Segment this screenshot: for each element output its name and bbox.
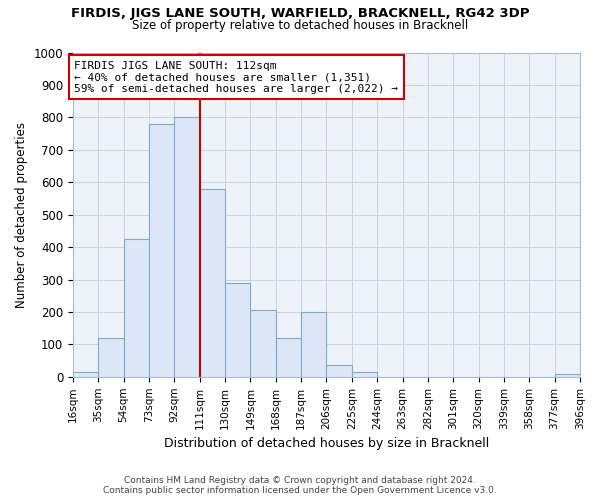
Text: FIRDIS JIGS LANE SOUTH: 112sqm
← 40% of detached houses are smaller (1,351)
59% : FIRDIS JIGS LANE SOUTH: 112sqm ← 40% of … [74, 60, 398, 94]
Text: FIRDIS, JIGS LANE SOUTH, WARFIELD, BRACKNELL, RG42 3DP: FIRDIS, JIGS LANE SOUTH, WARFIELD, BRACK… [71, 8, 529, 20]
Text: Contains HM Land Registry data © Crown copyright and database right 2024.
Contai: Contains HM Land Registry data © Crown c… [103, 476, 497, 495]
Text: Size of property relative to detached houses in Bracknell: Size of property relative to detached ho… [132, 18, 468, 32]
X-axis label: Distribution of detached houses by size in Bracknell: Distribution of detached houses by size … [164, 437, 489, 450]
Y-axis label: Number of detached properties: Number of detached properties [15, 122, 28, 308]
